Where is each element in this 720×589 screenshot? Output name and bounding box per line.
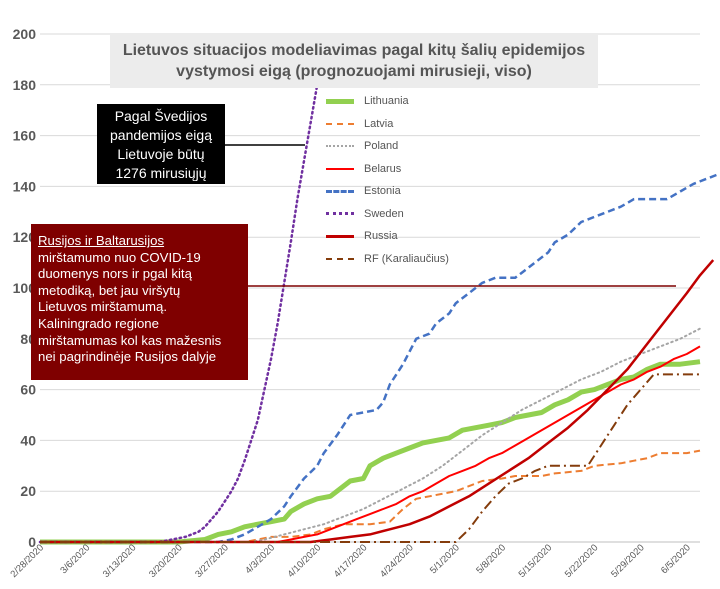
series-line-belarus: [40, 345, 701, 543]
legend-swatch: [326, 98, 354, 104]
series-line-lithuania: [40, 359, 701, 545]
x-tick-label: 4/24/2020: [378, 542, 416, 580]
russia-annotation-line: Rusijos ir Baltarusijos: [38, 233, 165, 248]
series-line-latvia: [40, 449, 701, 543]
chart-title-line-1: Lietuvos situacijos modeliavimas pagal k…: [122, 42, 586, 59]
x-tick-label: 3/27/2020: [193, 542, 231, 580]
x-tick-label: 5/8/2020: [474, 542, 508, 576]
legend-label: Belarus: [364, 162, 402, 175]
legend-swatch: [326, 212, 354, 215]
legend-label: Poland: [364, 140, 399, 152]
y-tick-label: 100: [13, 280, 37, 296]
x-tick-label: 4/17/2020: [332, 542, 370, 580]
series-line-rf-karaliau-ius: [40, 373, 700, 543]
legend-item-sweden: Sweden: [326, 204, 404, 224]
series-line-poland: [39, 327, 701, 543]
x-tick-label: 5/29/2020: [609, 542, 647, 580]
chart-title-line-2: vystymosi eigą (prognozuojami mirusieji,…: [176, 63, 532, 80]
x-tick-label: 6/5/2020: [659, 542, 693, 576]
legend-label: Latvia: [364, 117, 394, 130]
y-tick-label: 160: [13, 128, 37, 144]
legend-item-poland: Poland: [326, 136, 398, 156]
series-line-russia: [40, 259, 715, 544]
x-tick-label: 5/1/2020: [428, 542, 462, 576]
russia-annotation-line: duomenys nors ir pgal kitą: [38, 266, 192, 282]
legend-item-belarus: Belarus: [326, 159, 401, 179]
legend-item-estonia: Estonia: [326, 181, 401, 201]
legend-label: Russia: [364, 230, 398, 242]
y-tick-label: 60: [20, 382, 36, 398]
sweden-annotation-line: 1276 mirusiųjų: [115, 165, 207, 181]
legend-swatch: [326, 167, 354, 170]
x-axis: 2/28/2020 3/6/2020 3/13/2020 3/20/2020 3/27/…: [8, 542, 692, 580]
sweden-annotation: Pagal Švedijos pandemijos eigą Lietuvoje…: [97, 104, 225, 184]
legend-swatch: [326, 122, 354, 125]
legend-swatch: [326, 145, 354, 147]
x-tick-label: 3/6/2020: [58, 542, 92, 576]
y-tick-label: 0: [28, 534, 36, 550]
legend-item-russia: Russia: [326, 226, 398, 246]
russia-annotation-line: metodiką, bet jau viršytų: [38, 282, 181, 298]
russia-annotation-line: mirštamumas kol kas mažesnis: [38, 332, 222, 348]
legend-item-lithuania: Lithuania: [326, 91, 409, 111]
legend-item-latvia: Latvia: [326, 114, 393, 134]
x-tick-label: 4/3/2020: [243, 542, 277, 576]
x-tick-label: 4/10/2020: [286, 542, 324, 580]
legend-label: Sweden: [364, 207, 404, 220]
chart-title: Lietuvos situacijos modeliavimas pagal k…: [110, 34, 598, 88]
legend-swatch: [326, 189, 354, 193]
y-tick-label: 200: [13, 26, 37, 42]
russia-annotation-line: mirštamumo nuo COVID-19: [38, 249, 201, 265]
sweden-annotation-line: Lietuvoje būtų: [117, 146, 205, 162]
y-tick-label: 40: [20, 432, 36, 448]
sweden-annotation-line: Pagal Švedijos: [114, 108, 208, 124]
series-line-sweden: [38, 45, 322, 544]
y-tick-label: 20: [20, 483, 36, 499]
series-lines: [38, 45, 720, 545]
y-tick-label: 140: [13, 178, 37, 194]
russia-annotation: Rusijos ir Baltarusijos mirštamumo nuo C…: [31, 224, 248, 380]
y-tick-label: 180: [13, 77, 37, 93]
series-line-estonia: [40, 172, 720, 544]
annotation-pointers: [225, 144, 676, 287]
x-tick-label: 3/13/2020: [101, 542, 139, 580]
y-tick-label: 120: [13, 229, 37, 245]
x-tick-label: 3/20/2020: [147, 542, 185, 580]
legend-label: Estonia: [364, 185, 401, 197]
legend-swatch: [326, 234, 354, 238]
x-tick-label: 5/15/2020: [517, 542, 555, 580]
sweden-annotation-line: pandemijos eigą: [110, 127, 212, 143]
x-tick-label: 5/22/2020: [563, 542, 601, 580]
russia-annotation-line: nei pagrindinėje Rusijos dalyje: [38, 349, 217, 365]
legend-label: Lithuania: [364, 95, 409, 107]
legend-swatch: [326, 257, 354, 260]
russia-annotation-line: Kaliningrado regione: [38, 315, 159, 331]
legend-label: RF (Karaliaučius): [364, 252, 449, 265]
legend-item-rf-karaliaucius: RF (Karaliaučius): [326, 249, 449, 269]
russia-annotation-line: Lietuvos mirštamumą.: [38, 299, 167, 315]
